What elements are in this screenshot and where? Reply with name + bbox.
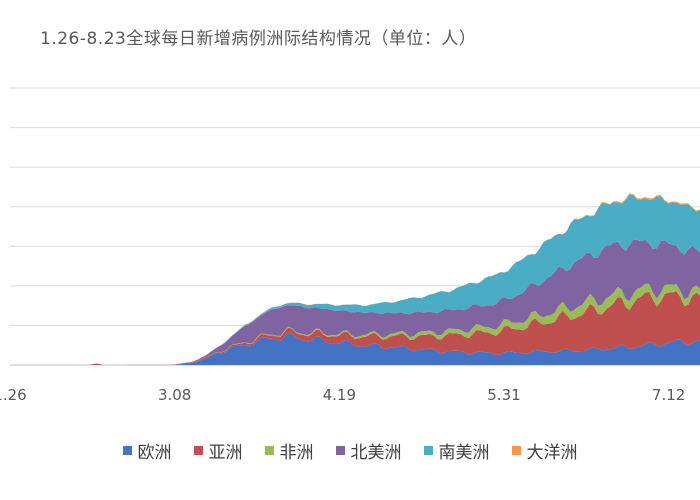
series-area-北美洲 (10, 239, 700, 365)
legend-item: 南美洲 (423, 438, 490, 463)
x-tick-label: 5.31 (487, 386, 520, 404)
x-tick-label: 4.19 (323, 386, 356, 404)
legend-label: 亚洲 (208, 443, 243, 463)
legend: 欧洲 亚洲 非洲 北美洲 南美洲 大洋洲 (0, 438, 700, 463)
legend-label: 大洋洲 (526, 443, 578, 463)
series-area-南美洲 (10, 194, 700, 365)
legend-label: 北美洲 (350, 443, 402, 463)
series-area-欧洲 (10, 332, 700, 365)
legend-label: 南美洲 (438, 443, 490, 463)
stacked-areas (10, 193, 700, 365)
legend-item: 北美洲 (335, 438, 402, 463)
legend-swatch (423, 446, 433, 455)
legend-swatch (335, 446, 345, 455)
chart-title: 1.26-8.23全球每日新增病例洲际结构情况（单位：人） (40, 29, 477, 49)
legend-item: 非洲 (264, 438, 314, 463)
legend-item: 欧洲 (122, 438, 172, 463)
series-area-亚洲 (10, 291, 700, 365)
legend-swatch (511, 446, 521, 455)
x-axis: 1.26 3.08 4.19 5.31 7.12 (0, 386, 685, 404)
legend-swatch (264, 446, 274, 455)
legend-item: 亚洲 (193, 438, 243, 463)
x-tick-label: 7.12 (652, 386, 685, 404)
legend-label: 欧洲 (137, 443, 172, 463)
legend-label: 非洲 (279, 443, 314, 463)
x-tick-label: 3.08 (158, 386, 191, 404)
legend-item: 大洋洲 (511, 438, 578, 463)
legend-swatch (193, 446, 203, 455)
legend-swatch (122, 446, 132, 455)
x-tick-label: 1.26 (0, 386, 27, 404)
